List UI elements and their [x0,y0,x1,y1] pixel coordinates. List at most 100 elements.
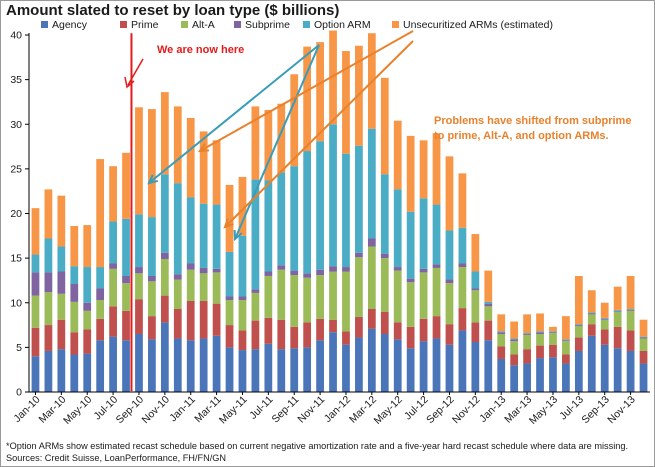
bar-segment [57,293,66,320]
bar-segment [238,296,247,301]
orange-arrow-2-shaft [224,40,414,228]
bar-segment [445,230,454,280]
x-tick-label: Jan-13 [477,394,508,425]
bar-segment [562,339,570,341]
bar-segment [225,300,234,326]
bar-segment [122,283,130,311]
bar-segment [445,344,454,392]
y-tick-label: 25 [10,163,22,175]
bar-segment [445,156,454,231]
bar-segment [83,329,92,354]
bar-segment [458,227,467,264]
bar-segment [173,274,182,280]
bar-segment [536,345,544,359]
bar-segment [510,365,519,392]
bar-segment [432,316,441,339]
bar-segment [238,300,247,331]
bar-segment [290,275,299,327]
bar-segment [31,327,40,357]
bar-segment [419,341,428,392]
x-tick-label: Sep-10 [114,394,147,427]
legend-swatch [41,21,48,28]
bar-segment [510,341,519,355]
bar-segment [212,272,221,304]
bar-segment [497,346,506,359]
bar-segment [562,354,570,364]
bar-segment [355,252,363,258]
bar-segment [367,238,376,247]
bar-segment [380,253,389,259]
y-tick-label: 10 [10,297,22,309]
bar-segment [186,340,195,392]
bar-segment [303,273,312,278]
teal-arrow-1-head [147,174,158,185]
bar-segment [109,268,117,307]
x-tick-label: Nov-12 [450,394,483,427]
bar-segment [587,324,596,336]
bar-segment [574,325,583,338]
bar-segment [173,106,182,184]
bar-segment [238,330,247,351]
bar-segment [380,311,389,334]
legend-swatch [234,21,241,28]
bar-segment [380,77,389,175]
bar-segment [329,319,337,333]
legend-label: Option ARM [314,19,371,31]
bar-segment [57,195,66,247]
bar-segment [613,309,622,311]
teal-arrow-2-head [233,229,243,242]
bar-segment [562,316,570,340]
bar-segment [303,277,312,323]
bar-segment [173,338,182,392]
bar-segment [600,319,609,330]
bar-segment [148,275,156,282]
bar-segment [562,341,570,355]
bar-segment [96,159,105,268]
y-tick-label: 5 [16,342,22,354]
bar-segment [536,332,544,334]
bar-segment [574,324,583,326]
bar-segment [393,270,402,323]
bar-segment [342,267,350,272]
bar-segment [316,340,324,392]
bar-segment [471,322,480,343]
bar-segment [587,312,596,314]
bar-segment [96,318,105,341]
bar-segment [199,300,208,339]
bar-segment [122,152,130,219]
bar-segment [497,333,506,347]
bar-segment [639,319,648,337]
bar-segment [303,151,312,274]
bar-segment [510,354,519,366]
bar-segment [316,141,324,270]
bar-segment [549,326,557,332]
bar-segment [225,184,234,252]
bar-segment [355,257,363,318]
orange-arrow-2-head [223,218,234,229]
bar-segment [393,120,402,190]
now-label: We are now here [157,44,244,56]
legend-label: Prime [131,19,159,31]
bar-segment [484,301,493,304]
bar-segment [626,308,635,310]
bar-segment [186,300,195,341]
x-tick-label: Sep-11 [269,394,301,426]
bar-segment [212,335,221,392]
bar-segment [549,344,557,358]
teal-arrow-2-shaft [234,44,320,240]
bar-segment [380,258,389,312]
x-tick-label: Sep-13 [579,394,612,427]
bar-segment [367,308,376,329]
bar-segment [70,354,79,392]
bar-segment [523,349,531,364]
bar-segment [406,326,415,349]
bar-segment [251,179,260,290]
bar-segment [639,350,648,364]
bar-segment [122,218,130,276]
bar-segment [31,254,40,273]
orange-arrow-1-head [197,143,210,153]
bar-segment [70,284,79,302]
bar-segment [109,263,117,269]
x-tick-label: Jan-11 [167,394,198,425]
